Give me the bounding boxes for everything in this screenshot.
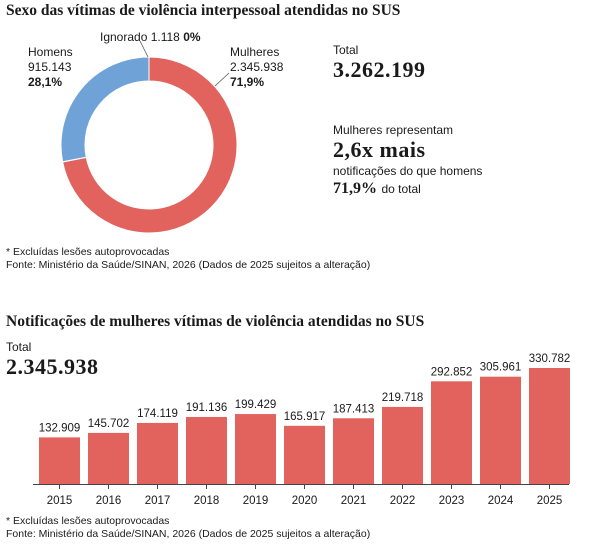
slice-label-mulheres: Mulheres 2.345.938 71,9% bbox=[230, 45, 283, 90]
bar-2021 bbox=[333, 418, 374, 484]
insight-big: 2,6x mais bbox=[333, 137, 426, 162]
note-2b: Fonte: Ministério da Saúde/SINAN, 2026 (… bbox=[6, 528, 371, 540]
bar-value-label-2019: 199.429 bbox=[235, 399, 277, 411]
donut-slice-homens bbox=[60, 56, 150, 163]
bar-value-label-2016: 145.702 bbox=[88, 418, 130, 430]
insight-line1: Mulheres representam bbox=[333, 123, 454, 137]
mulheres-value: 2.345.938 bbox=[230, 60, 284, 74]
ignorado-leader-line bbox=[139, 40, 149, 58]
total-label-1: Total bbox=[333, 43, 359, 57]
total-label-2: Total bbox=[6, 340, 32, 354]
bar-value-label-2022: 219.718 bbox=[382, 392, 424, 404]
slice-label-homens: Homens 915.143 28,1% bbox=[28, 45, 73, 90]
note-1b: Fonte: Ministério da Saúde/SINAN, 2026 (… bbox=[6, 259, 371, 271]
total-value-2: 2.345.938 bbox=[6, 354, 99, 379]
bar-value-label-2020: 165.917 bbox=[284, 411, 326, 423]
ignorado-value: 1.118 bbox=[150, 30, 180, 44]
bar-2025 bbox=[529, 368, 570, 484]
bar-value-label-2015: 132.909 bbox=[39, 422, 81, 434]
donut-chart-title: Sexo das vítimas de violência interpesso… bbox=[6, 2, 401, 19]
bar-chart-title: Notificações de mulheres vítimas de viol… bbox=[6, 313, 425, 330]
x-tick-label-2016: 2016 bbox=[96, 495, 122, 507]
note-2a: * Excluídas lesões autoprovocadas bbox=[6, 515, 170, 527]
bar-value-label-2025: 330.782 bbox=[529, 353, 571, 365]
mulheres-name: Mulheres bbox=[230, 45, 280, 59]
bar-2020 bbox=[284, 425, 325, 484]
bar-2016 bbox=[88, 432, 129, 484]
bar-value-label-2018: 191.136 bbox=[186, 402, 228, 414]
insight-pct-row: 71,9% do total bbox=[333, 180, 421, 198]
donut-slice-mulheres bbox=[62, 56, 238, 234]
bar-2023 bbox=[431, 381, 472, 484]
bar-value-label-2021: 187.413 bbox=[333, 403, 375, 415]
insight-pct-suffix: do total bbox=[381, 182, 421, 196]
bar-value-label-2024: 305.961 bbox=[480, 362, 522, 374]
mulheres-leader-line bbox=[214, 72, 230, 87]
x-tick-label-2018: 2018 bbox=[194, 495, 220, 507]
homens-pct: 28,1% bbox=[28, 75, 63, 89]
slice-label-ignorado: Ignorado 1.118 0% bbox=[100, 30, 201, 45]
mulheres-pct: 71,9% bbox=[230, 75, 265, 89]
bar-2017 bbox=[137, 422, 178, 484]
x-tick-label-2023: 2023 bbox=[439, 495, 465, 507]
ignorado-pct: 0% bbox=[183, 30, 201, 44]
homens-value: 915.143 bbox=[28, 60, 72, 74]
insight-line2: notificações do que homens bbox=[333, 164, 483, 178]
x-tick-label-2024: 2024 bbox=[488, 495, 514, 507]
homens-name: Homens bbox=[28, 45, 73, 59]
total-value-1: 3.262.199 bbox=[333, 57, 426, 82]
bar-2019 bbox=[235, 414, 276, 484]
bar-2015 bbox=[39, 437, 80, 484]
note-1a: * Excluídas lesões autoprovocadas bbox=[6, 246, 170, 258]
ignorado-name: Ignorado bbox=[100, 30, 148, 44]
x-tick-label-2025: 2025 bbox=[537, 495, 563, 507]
bar-2022 bbox=[382, 406, 423, 484]
bar-value-label-2023: 292.852 bbox=[431, 366, 473, 378]
x-tick-label-2021: 2021 bbox=[341, 495, 367, 507]
x-tick-label-2015: 2015 bbox=[47, 495, 73, 507]
x-tick-label-2019: 2019 bbox=[243, 495, 269, 507]
insight-pct: 71,9% bbox=[333, 180, 377, 197]
bar-2024 bbox=[480, 376, 521, 484]
x-tick-label-2017: 2017 bbox=[145, 495, 171, 507]
x-tick-label-2022: 2022 bbox=[390, 495, 416, 507]
bar-value-label-2017: 174.119 bbox=[137, 408, 178, 420]
bar-2018 bbox=[186, 416, 227, 484]
x-tick-label-2020: 2020 bbox=[292, 495, 318, 507]
